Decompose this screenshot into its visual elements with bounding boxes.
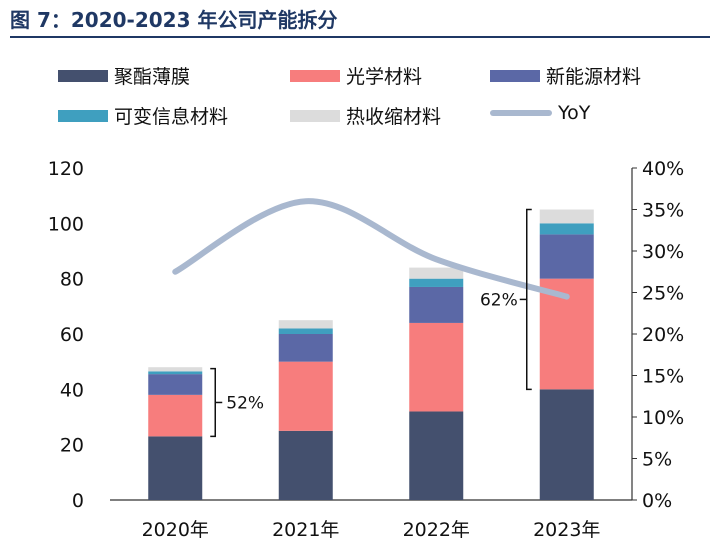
legend-label: 光学材料 <box>346 66 423 88</box>
bar-segment <box>539 209 594 224</box>
bar-segment <box>148 394 203 437</box>
legend-item-yoy: YoY <box>490 102 590 124</box>
legend-swatch <box>290 69 340 82</box>
bracket-annotation <box>526 208 532 391</box>
legend-item-variable-info-material: 可变信息材料 <box>58 102 228 129</box>
bar-segment <box>148 367 203 372</box>
legend-swatch <box>490 69 540 82</box>
left-y-tick-label: 20 <box>60 435 84 457</box>
x-tick-label: 2021年 <box>272 519 339 541</box>
left-y-tick-label: 80 <box>60 269 84 291</box>
right-y-tick-label: 25% <box>642 283 684 305</box>
bar-segment <box>148 371 203 375</box>
legend-label: 可变信息材料 <box>114 106 229 128</box>
right-y-tick-label: 10% <box>642 407 684 429</box>
legend-item-heat-shrink-material: 热收缩材料 <box>290 102 441 129</box>
right-y-tick-label: 20% <box>642 324 684 346</box>
bar-segment <box>278 361 333 431</box>
legend-item-new-energy-material: 新能源材料 <box>490 62 641 89</box>
legend-label: 热收缩材料 <box>346 106 442 128</box>
left-y-tick-label: 100 <box>48 213 84 235</box>
annotation-label: 52% <box>226 393 264 413</box>
right-y-tick-label: 35% <box>642 200 684 222</box>
bar-segment <box>409 322 464 412</box>
bar-segment <box>409 267 464 279</box>
bar-segment <box>539 234 594 279</box>
bar-segment <box>409 286 464 323</box>
right-y-tick-label: 0% <box>642 490 672 512</box>
bar-segment <box>278 334 333 362</box>
legend-swatch <box>490 110 552 116</box>
right-y-tick-label: 5% <box>642 449 672 471</box>
legend-swatch <box>58 69 108 82</box>
x-tick-label: 2023年 <box>533 519 600 541</box>
right-y-tick-label: 15% <box>642 366 684 388</box>
bar-segment <box>409 411 464 500</box>
legend-item-optical-material: 光学材料 <box>290 62 422 89</box>
bar-segment <box>278 328 333 334</box>
x-tick-label: 2022年 <box>403 519 470 541</box>
legend-swatch <box>58 109 108 122</box>
left-y-tick-label: 0 <box>72 490 84 512</box>
bar-segment <box>148 374 203 395</box>
legend-item-polyester-film: 聚酯薄膜 <box>58 62 190 89</box>
x-tick-label: 2020年 <box>142 519 209 541</box>
legend-label: 聚酯薄膜 <box>114 66 191 88</box>
legend-label: YoY <box>558 102 591 124</box>
legend-swatch <box>290 109 340 122</box>
legend-label: 新能源材料 <box>546 66 642 88</box>
left-y-tick-label: 60 <box>60 324 84 346</box>
annotation-label: 62% <box>480 290 518 310</box>
bar-segment <box>539 389 594 500</box>
bar-segment <box>278 430 333 500</box>
bar-segment <box>409 278 464 287</box>
bracket-annotation <box>210 367 216 438</box>
left-y-tick-label: 40 <box>60 379 84 401</box>
right-y-tick-label: 40% <box>642 158 684 180</box>
left-y-tick-label: 120 <box>48 158 84 180</box>
bar-segment <box>539 223 594 235</box>
right-y-tick-label: 30% <box>642 241 684 263</box>
bar-segment <box>278 320 333 329</box>
figure-title: 图 7：2020-2023 年公司产能拆分 <box>10 8 338 32</box>
bar-segment <box>148 436 203 500</box>
title-divider <box>10 36 710 38</box>
yoy-line <box>172 198 570 300</box>
